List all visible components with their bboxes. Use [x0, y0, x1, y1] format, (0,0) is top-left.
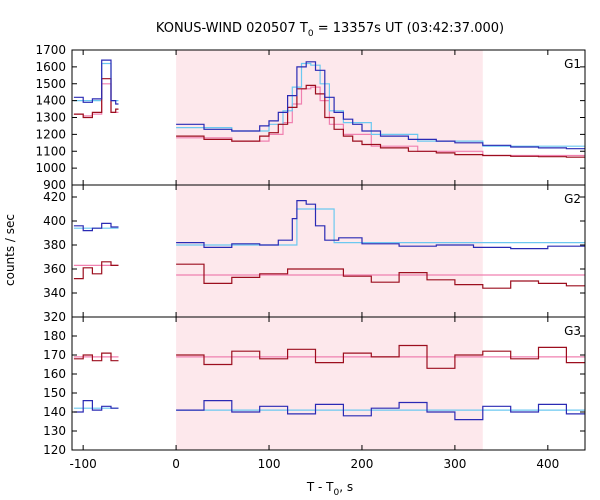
y-tick-label: 140 — [43, 405, 66, 419]
panel-frame — [71, 316, 586, 451]
y-tick-label: 170 — [43, 348, 66, 362]
y-tick-label: 420 — [43, 190, 66, 204]
y-tick-label: 1400 — [35, 94, 66, 108]
panel-label: G2 — [564, 192, 581, 206]
y-tick-label: 1100 — [35, 144, 66, 158]
panels: 90010001100120013001400150016001700G1320… — [35, 43, 586, 471]
panel-label: G3 — [564, 324, 581, 338]
y-tick-label: 150 — [43, 386, 66, 400]
panel-g1: 900 1000 1100 1200 1300 1400 1500 1600 1700 G1 — [35, 43, 586, 192]
x-axis-label: T - T0, s — [306, 480, 353, 498]
panel-g3: 120 130 140 150 160 170 180 G3 — [43, 316, 586, 457]
y-tick-label: 180 — [43, 329, 66, 343]
series-red-g3-seg-0 — [73, 352, 119, 362]
y-tick-label: 160 — [43, 367, 66, 381]
series-red-g2-seg-1 — [176, 263, 585, 289]
chart-title: KONUS-WIND 020507 T0 = 13357s UT (03:42:… — [156, 21, 504, 39]
y-tick-label: 1600 — [35, 60, 66, 74]
y-tick-label: 1000 — [35, 161, 66, 175]
x-tick-label: -100 — [70, 457, 97, 471]
y-tick-label: 340 — [43, 286, 66, 300]
series-blue-g2-seg-1 — [176, 200, 585, 250]
series-red-g2-seg-0 — [73, 261, 119, 280]
panel-label: G1 — [564, 57, 581, 71]
series-blue-g1-seg-1 — [176, 61, 585, 150]
series-cyan-g1-seg-0 — [73, 62, 119, 102]
series-red-g3-seg-1 — [176, 344, 585, 369]
panel-g2: 320 340 360 380 400 420 G2 — [43, 184, 586, 324]
x-tick-label: 200 — [351, 457, 374, 471]
y-tick-label: 1500 — [35, 77, 66, 91]
x-tick-label: 300 — [443, 457, 466, 471]
series-blue-g3-seg-1 — [176, 400, 585, 421]
series-pink-g1-seg-0 — [73, 83, 119, 117]
y-tick-label: 1700 — [35, 43, 66, 57]
y-tick-label: 130 — [43, 424, 66, 438]
series-red-g1-seg-1 — [176, 84, 585, 158]
y-tick-label: 360 — [43, 262, 66, 276]
y-tick-label: 320 — [43, 310, 66, 324]
x-tick-label: 100 — [258, 457, 281, 471]
y-tick-label: 380 — [43, 238, 66, 252]
y-axis-label: counts / sec — [3, 214, 17, 286]
shaded-interval — [176, 317, 483, 450]
y-tick-label: 900 — [43, 178, 66, 192]
series-cyan-g2-seg-1 — [176, 208, 585, 246]
series-red-g1-seg-0 — [73, 78, 119, 119]
series-blue-g1-seg-0 — [73, 59, 119, 105]
y-tick-label: 400 — [43, 214, 66, 228]
x-tick-label: 400 — [536, 457, 559, 471]
y-tick-label: 120 — [43, 443, 66, 457]
series-blue-g2-seg-0 — [73, 222, 119, 232]
x-tick-label: 0 — [172, 457, 180, 471]
y-tick-label: 1300 — [35, 111, 66, 125]
y-tick-label: 1200 — [35, 127, 66, 141]
series-blue-g3-seg-0 — [73, 400, 119, 413]
shaded-interval — [176, 185, 483, 317]
